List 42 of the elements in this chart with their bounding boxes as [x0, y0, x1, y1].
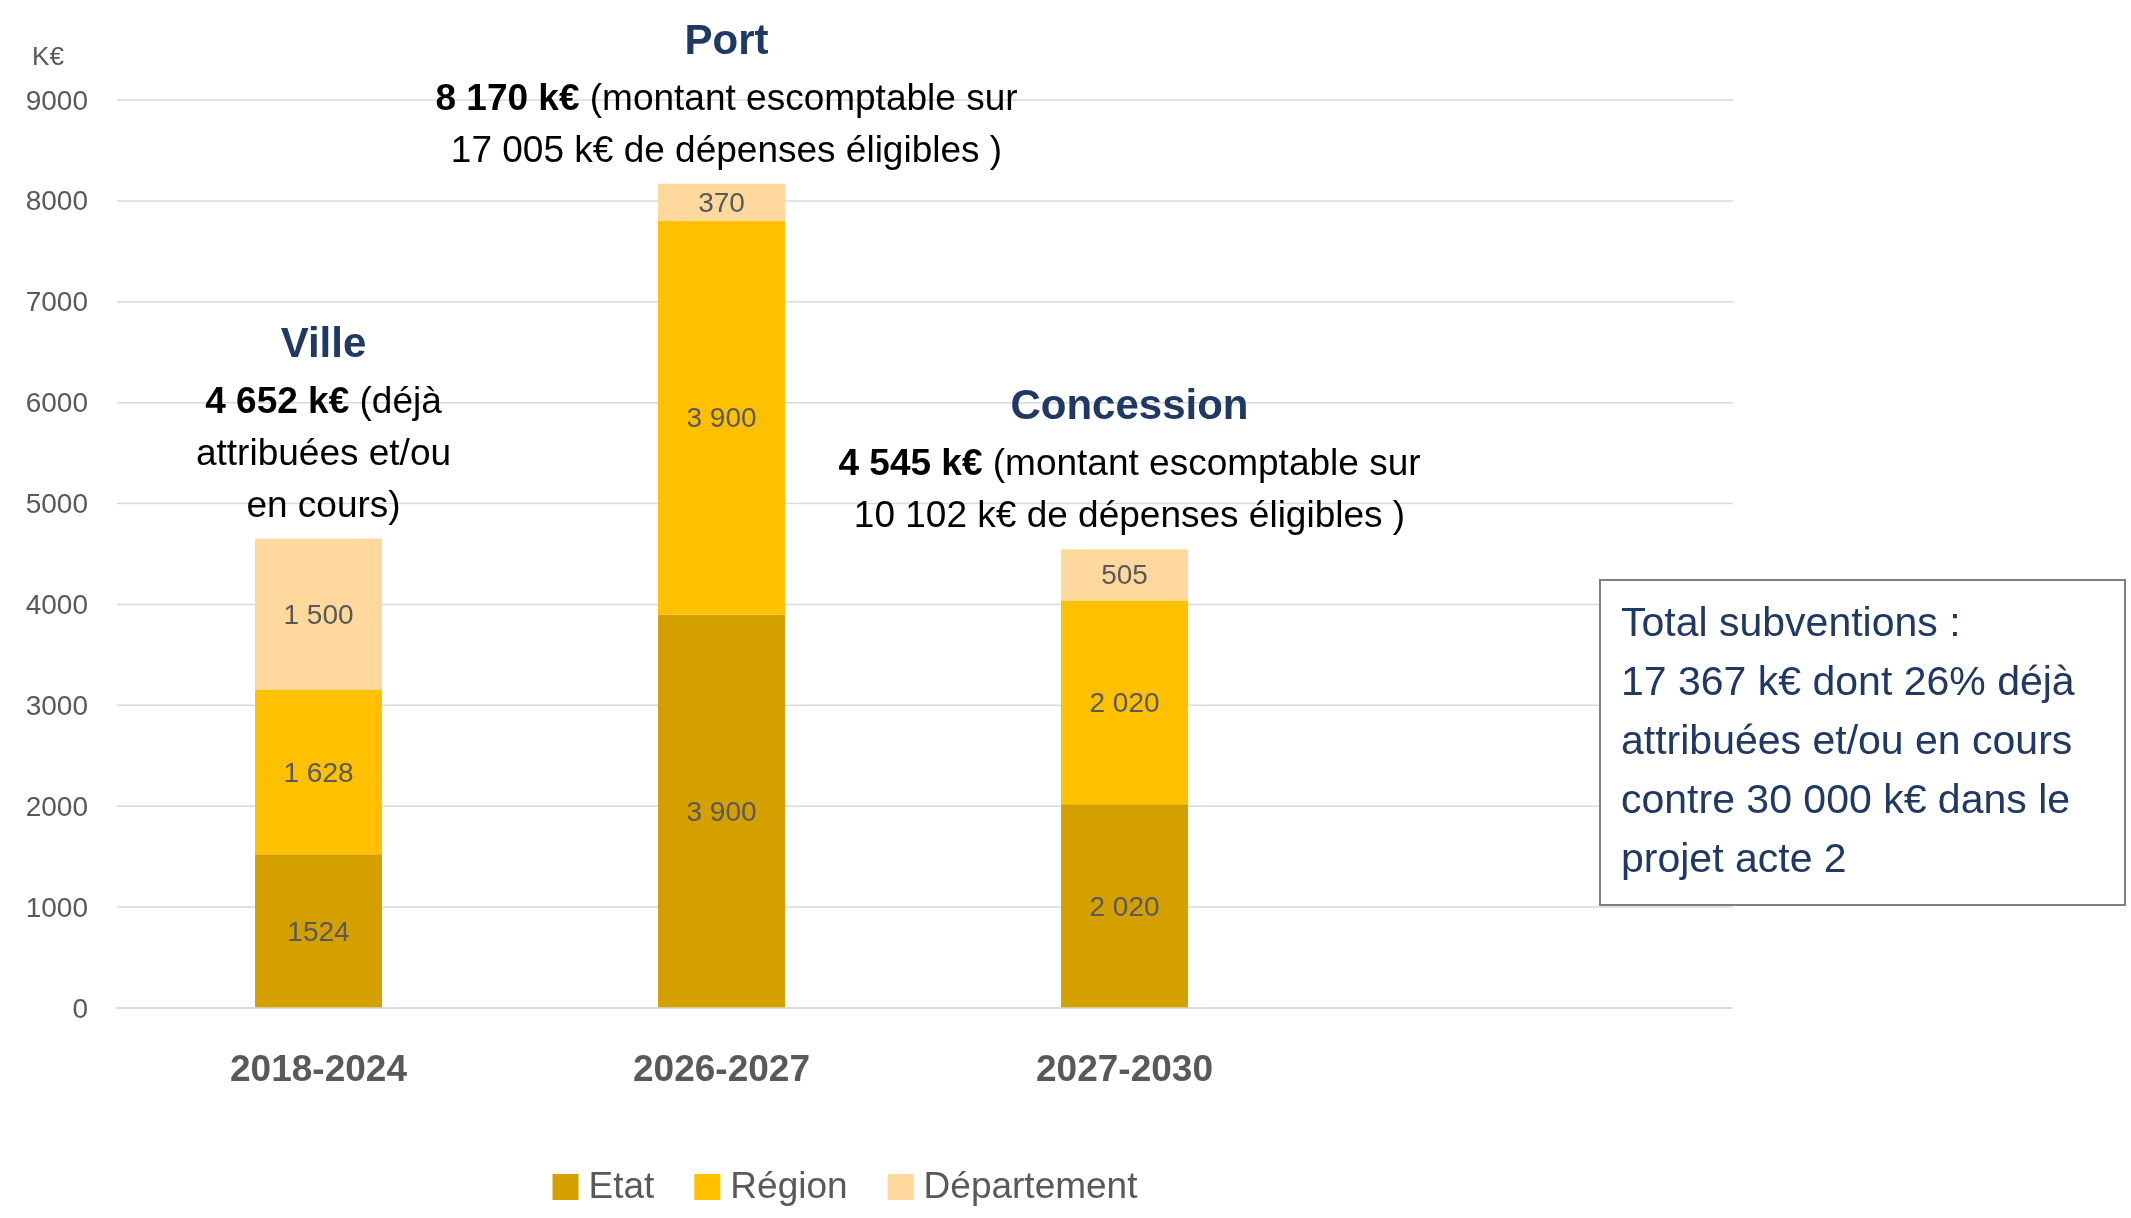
y-tick-label: 9000 [25, 84, 88, 116]
y-tick-label: 2000 [25, 790, 88, 822]
data-label: 3 900 [686, 795, 757, 827]
bar [658, 183, 785, 222]
annotation: 4 652 k€ (déjà attribuées et/ou en cours) [195, 379, 452, 525]
y-tick-label: 3000 [25, 689, 88, 721]
y-tick-label: 0 [72, 992, 88, 1024]
bar [1061, 549, 1188, 601]
data-label: 1 628 [283, 756, 354, 788]
annotation: 8 170 k€ (montant escomptable sur 17 005 k€ de dépenses éligibles ) [435, 77, 1018, 170]
y-tick-label: 7000 [25, 286, 88, 318]
text: Port [684, 16, 769, 63]
annotation: 4 545 k€ (montant escomptable sur 10 102 k€ de dépenses éligibles ) [838, 442, 1421, 536]
annotation: Concession [1010, 381, 1249, 429]
bar [1061, 600, 1188, 805]
bar [255, 690, 382, 855]
annotation: Ville [280, 318, 367, 366]
data-label: 370 [698, 186, 745, 218]
bar [255, 854, 382, 1008]
legend-label: Département [923, 1165, 1139, 1206]
data-label: 505 [1101, 559, 1148, 591]
x-tick-label: 2026-2027 [633, 1047, 810, 1089]
bar [658, 221, 785, 615]
y-tick-label: 8000 [25, 185, 88, 217]
bar [658, 614, 785, 1008]
text: Total subventions : 17 367 k€ dont 26% déjà attribuées et/ou en cours contre 30 000 k€ dans le projet acte 2 [1621, 599, 2075, 881]
y-tick-label: 5000 [25, 488, 88, 520]
data-label: 1 500 [283, 598, 354, 630]
y-tick-label: 4000 [25, 588, 88, 620]
bar [1061, 804, 1188, 1008]
x-tick-label: 2018-2024 [230, 1047, 408, 1089]
y-axis-title: K€ [32, 41, 65, 71]
legend-label: Etat [588, 1165, 656, 1206]
data-label: 1524 [287, 915, 350, 947]
data-label: 2 020 [1089, 890, 1160, 922]
x-tick-label: 2027-2030 [1036, 1047, 1213, 1089]
data-label: 3 900 [686, 402, 757, 434]
legend-label: Région [730, 1165, 848, 1206]
data-label: 2 020 [1089, 686, 1160, 718]
y-tick-label: 1000 [25, 891, 88, 923]
bar [255, 538, 382, 690]
y-tick-label: 6000 [25, 387, 88, 419]
